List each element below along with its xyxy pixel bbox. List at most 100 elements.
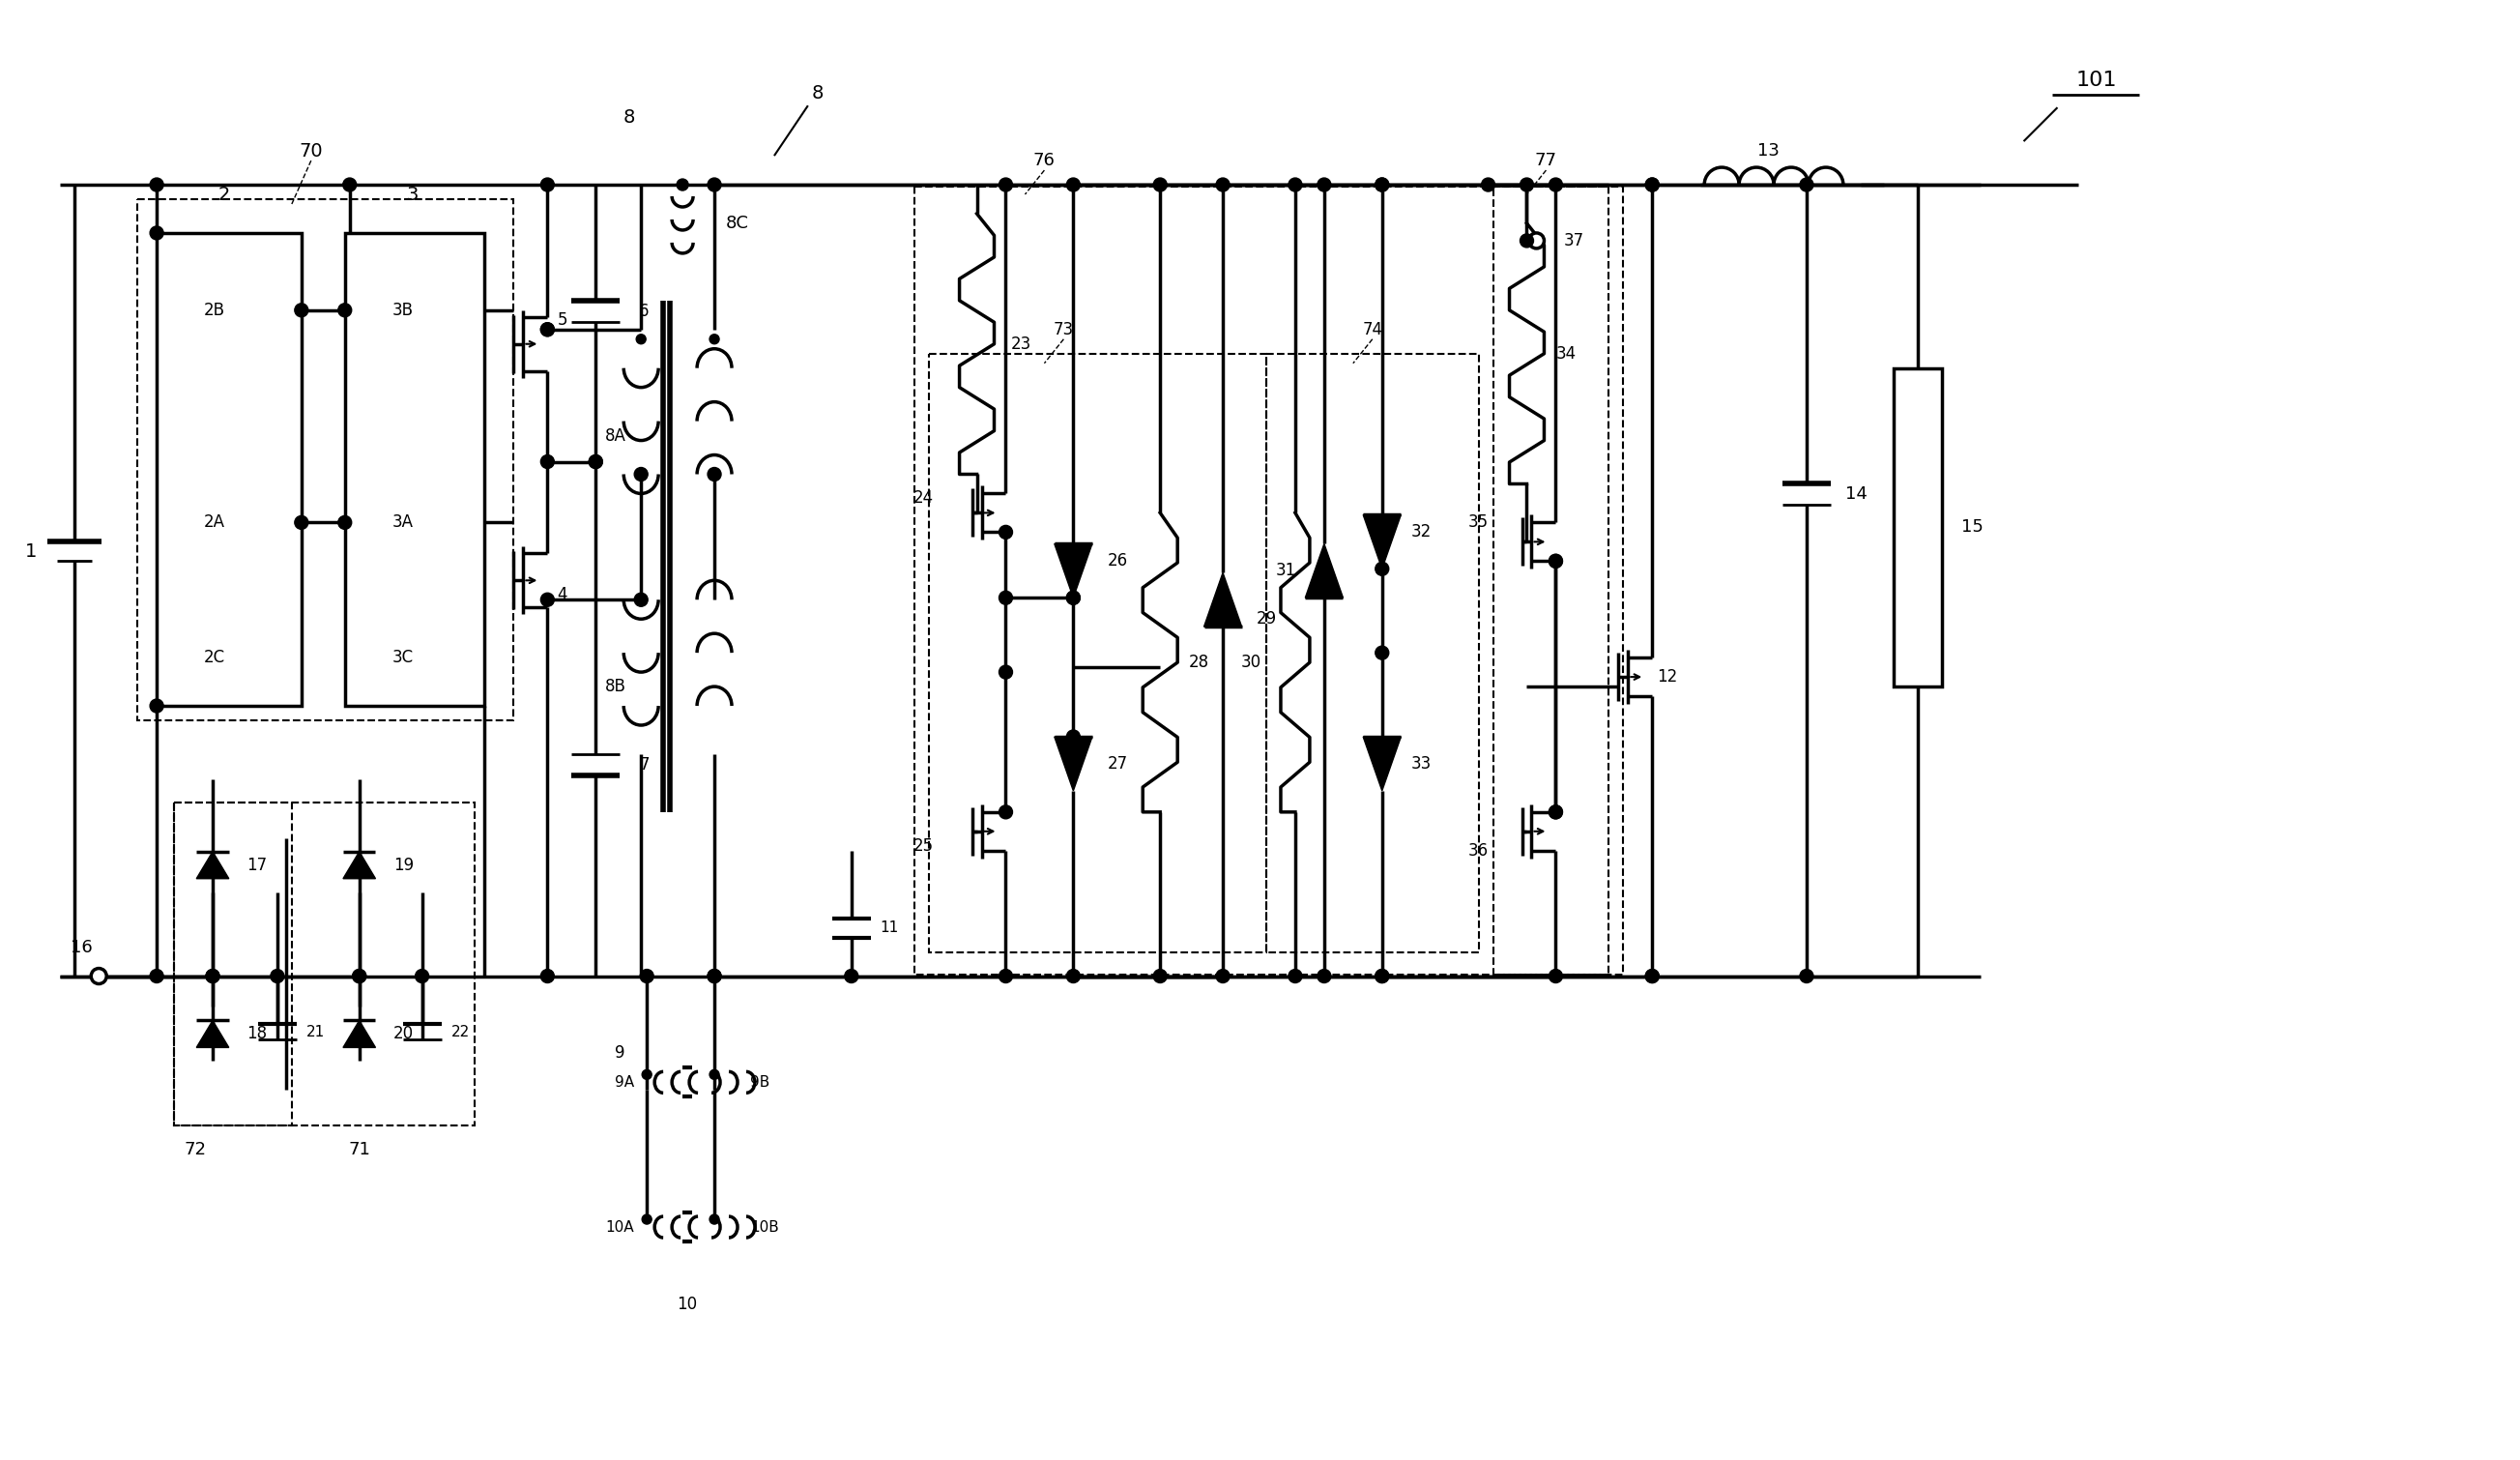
Circle shape bbox=[542, 323, 554, 336]
Circle shape bbox=[1217, 178, 1230, 191]
Bar bbox=[156, 234, 302, 705]
Circle shape bbox=[1217, 969, 1230, 983]
Text: 19: 19 bbox=[393, 857, 413, 875]
Text: 8: 8 bbox=[622, 108, 635, 127]
Circle shape bbox=[149, 226, 164, 239]
Circle shape bbox=[711, 1215, 718, 1223]
Polygon shape bbox=[343, 1021, 375, 1047]
Circle shape bbox=[1376, 969, 1389, 983]
Polygon shape bbox=[197, 851, 229, 879]
Circle shape bbox=[998, 969, 1013, 983]
Circle shape bbox=[998, 526, 1013, 539]
Circle shape bbox=[1550, 555, 1562, 568]
Text: 30: 30 bbox=[1240, 654, 1263, 672]
Text: 9B: 9B bbox=[751, 1075, 769, 1089]
Circle shape bbox=[643, 1070, 653, 1079]
Text: 23: 23 bbox=[1011, 336, 1031, 353]
Circle shape bbox=[1066, 178, 1081, 191]
Circle shape bbox=[998, 666, 1013, 679]
Bar bbox=[345, 234, 484, 705]
Text: 2B: 2B bbox=[204, 301, 224, 318]
Text: 1: 1 bbox=[25, 542, 38, 561]
Text: 11: 11 bbox=[879, 921, 900, 934]
Text: 34: 34 bbox=[1555, 345, 1575, 362]
Text: 3: 3 bbox=[406, 185, 418, 203]
Text: 101: 101 bbox=[2076, 72, 2117, 91]
Circle shape bbox=[1154, 969, 1167, 983]
Text: 4: 4 bbox=[557, 585, 567, 603]
Text: 8C: 8C bbox=[726, 215, 748, 232]
Text: 72: 72 bbox=[184, 1142, 207, 1159]
Circle shape bbox=[590, 456, 602, 469]
Circle shape bbox=[1066, 591, 1081, 604]
Text: 15: 15 bbox=[1961, 518, 1983, 536]
Text: 12: 12 bbox=[1658, 669, 1678, 686]
Text: 28: 28 bbox=[1189, 654, 1210, 672]
Text: 37: 37 bbox=[1562, 232, 1585, 250]
Circle shape bbox=[678, 180, 688, 190]
Circle shape bbox=[1646, 178, 1658, 191]
Text: 6: 6 bbox=[640, 302, 650, 320]
Circle shape bbox=[91, 968, 106, 984]
Circle shape bbox=[1550, 555, 1562, 568]
Circle shape bbox=[590, 456, 602, 469]
Circle shape bbox=[1376, 969, 1389, 983]
Text: 13: 13 bbox=[1756, 142, 1779, 159]
Circle shape bbox=[635, 467, 648, 480]
Circle shape bbox=[1520, 178, 1535, 191]
Circle shape bbox=[1530, 234, 1545, 248]
Polygon shape bbox=[1363, 737, 1401, 791]
Circle shape bbox=[635, 593, 648, 606]
Text: 10: 10 bbox=[678, 1295, 698, 1313]
Circle shape bbox=[1646, 178, 1658, 191]
Text: 8B: 8B bbox=[605, 677, 627, 695]
Text: 17: 17 bbox=[247, 857, 267, 875]
Bar bbox=[1492, 187, 1623, 974]
Text: 76: 76 bbox=[1033, 152, 1056, 169]
Polygon shape bbox=[197, 1021, 229, 1047]
Circle shape bbox=[711, 334, 718, 345]
Text: 3C: 3C bbox=[393, 648, 413, 666]
Text: 10B: 10B bbox=[751, 1219, 779, 1234]
Text: 33: 33 bbox=[1411, 755, 1431, 772]
Text: 29: 29 bbox=[1257, 610, 1278, 628]
Circle shape bbox=[542, 456, 554, 469]
Circle shape bbox=[998, 591, 1013, 604]
Bar bbox=[927, 353, 1265, 952]
Circle shape bbox=[1318, 178, 1331, 191]
Text: 27: 27 bbox=[1106, 755, 1126, 772]
Circle shape bbox=[1066, 969, 1081, 983]
Circle shape bbox=[207, 969, 219, 983]
Text: 8A: 8A bbox=[605, 426, 627, 444]
Circle shape bbox=[1799, 969, 1814, 983]
Text: 22: 22 bbox=[451, 1025, 469, 1040]
Text: 8: 8 bbox=[811, 83, 824, 102]
Bar bbox=[1265, 353, 1479, 952]
Text: 35: 35 bbox=[1467, 514, 1489, 531]
Circle shape bbox=[416, 969, 428, 983]
Text: 73: 73 bbox=[1053, 321, 1074, 339]
Text: 2: 2 bbox=[219, 185, 229, 203]
Circle shape bbox=[708, 178, 721, 191]
Circle shape bbox=[635, 334, 645, 345]
Circle shape bbox=[1376, 178, 1389, 191]
Text: 9A: 9A bbox=[615, 1075, 635, 1089]
Circle shape bbox=[640, 969, 653, 983]
Circle shape bbox=[1799, 178, 1814, 191]
Circle shape bbox=[1520, 234, 1535, 247]
Circle shape bbox=[1066, 591, 1081, 604]
Circle shape bbox=[149, 699, 164, 712]
Circle shape bbox=[1550, 969, 1562, 983]
Circle shape bbox=[1482, 178, 1494, 191]
Circle shape bbox=[1550, 178, 1562, 191]
Text: 7: 7 bbox=[640, 756, 650, 774]
Text: 32: 32 bbox=[1411, 524, 1431, 540]
Polygon shape bbox=[1053, 737, 1091, 791]
Circle shape bbox=[353, 969, 365, 983]
Circle shape bbox=[998, 806, 1013, 819]
Bar bbox=[174, 803, 292, 1126]
Circle shape bbox=[270, 969, 285, 983]
Text: 9: 9 bbox=[615, 1044, 625, 1061]
Circle shape bbox=[149, 969, 164, 983]
Bar bbox=[915, 187, 1608, 974]
